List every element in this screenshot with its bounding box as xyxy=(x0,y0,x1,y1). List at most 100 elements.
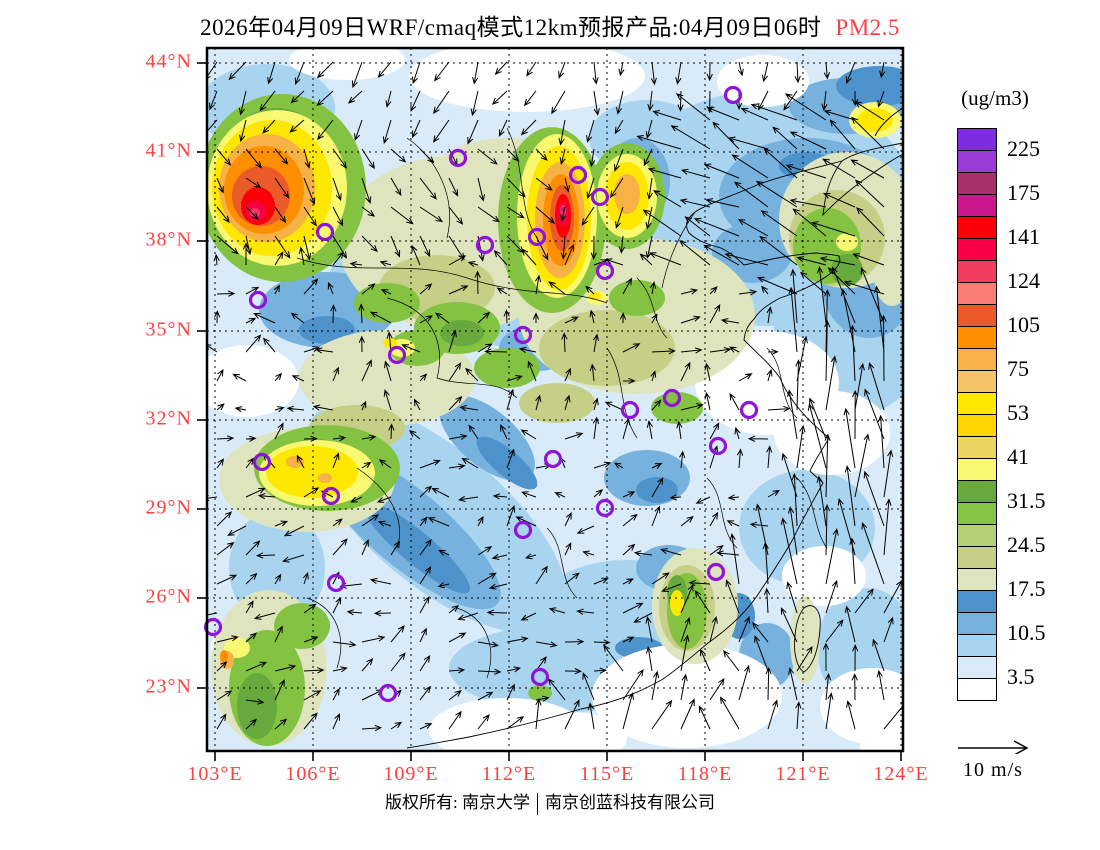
city-marker xyxy=(513,520,533,540)
lon-tick-label: 106°E xyxy=(285,763,341,785)
page-title: 2026年04月09日WRF/cmaq模式12km预报产品:04月09日06时 P… xyxy=(0,8,1100,42)
colorbar-cell xyxy=(957,348,997,371)
city-marker xyxy=(321,486,341,506)
city-marker xyxy=(530,667,550,687)
colorbar-cell xyxy=(957,194,997,217)
colorbar-cell xyxy=(957,524,997,547)
colorbar-cell xyxy=(957,458,997,481)
colorbar-unit-label: (ug/m3) xyxy=(961,86,1029,110)
colorbar-cell xyxy=(957,304,997,327)
colorbar-tick-label: 175 xyxy=(1007,179,1040,205)
city-marker xyxy=(595,498,615,518)
copyright-line: 版权所有: 南京大学 南京创蓝科技有限公司 xyxy=(0,788,1100,816)
wind-reference: 10 m/s xyxy=(938,736,1048,782)
wind-arrows xyxy=(207,61,903,732)
lon-tick-label: 115°E xyxy=(579,763,635,785)
city-marker xyxy=(706,562,726,582)
colorbar-cell xyxy=(957,480,997,503)
axis-ticks xyxy=(197,62,902,761)
city-marker xyxy=(378,683,398,703)
city-marker xyxy=(326,573,346,593)
colorbar-tick-label: 10.5 xyxy=(1007,619,1046,645)
city-marker xyxy=(527,227,547,247)
colorbar-tick-label: 105 xyxy=(1007,311,1040,337)
colorbar-cell xyxy=(957,546,997,569)
station-markers xyxy=(203,85,759,703)
city-marker xyxy=(203,617,223,637)
colorbar-cell xyxy=(957,678,997,701)
city-marker xyxy=(513,325,533,345)
colorbar-tick-label: 41 xyxy=(1007,443,1029,469)
colorbar-tick-label: 53 xyxy=(1007,399,1029,425)
city-marker xyxy=(475,235,495,255)
colorbar-cell xyxy=(957,502,997,525)
title-text: 2026年04月09日WRF/cmaq模式12km预报产品:04月09日06时 xyxy=(200,15,822,40)
colorbar-cell xyxy=(957,568,997,591)
lon-tick-label: 109°E xyxy=(383,763,439,785)
colorbar-cell xyxy=(957,172,997,195)
colorbar-tick-label: 75 xyxy=(1007,355,1029,381)
lat-tick-label: 38°N xyxy=(145,228,192,251)
copyright-right: 南京创蓝科技有限公司 xyxy=(544,793,715,812)
colorbar-cell xyxy=(957,150,997,173)
colorbar-tick-label: 17.5 xyxy=(1007,575,1046,601)
colorbar-cell xyxy=(957,370,997,393)
pollutant-label: PM2.5 xyxy=(835,15,900,40)
copyright-divider xyxy=(536,793,538,816)
lat-tick-label: 29°N xyxy=(145,496,192,519)
lat-tick-label: 23°N xyxy=(145,675,192,698)
colorbar-tick-label: 3.5 xyxy=(1007,663,1035,689)
coastline-borders xyxy=(296,107,903,749)
wind-reference-arrow-icon xyxy=(958,740,1029,756)
colorbar-cell xyxy=(957,414,997,437)
colorbar-tick-label: 24.5 xyxy=(1007,531,1046,557)
lon-tick-label: 112°E xyxy=(481,763,537,785)
city-marker xyxy=(739,400,759,420)
city-marker xyxy=(252,452,272,472)
lat-tick-label: 35°N xyxy=(145,318,192,341)
city-marker xyxy=(723,85,743,105)
colorbar-tick-label: 141 xyxy=(1007,223,1040,249)
colorbar-cell xyxy=(957,216,997,239)
city-marker xyxy=(620,400,640,420)
colorbar-cell xyxy=(957,238,997,261)
city-marker xyxy=(590,187,610,207)
city-marker xyxy=(448,148,468,168)
colorbar-tick-label: 124 xyxy=(1007,267,1040,293)
city-marker xyxy=(248,290,268,310)
city-marker xyxy=(662,388,682,408)
colorbar-cell xyxy=(957,326,997,349)
lon-tick-label: 103°E xyxy=(187,763,243,785)
city-marker xyxy=(708,436,728,456)
lon-tick-label: 124°E xyxy=(873,763,929,785)
colorbar-cell xyxy=(957,260,997,283)
colorbar-cell xyxy=(957,282,997,305)
lat-tick-label: 41°N xyxy=(145,139,192,162)
city-marker xyxy=(315,222,335,242)
map-frame xyxy=(205,46,905,753)
lat-tick-label: 44°N xyxy=(145,50,192,73)
colorbar-tick-label: 31.5 xyxy=(1007,487,1046,513)
colorbar-tick-label: 225 xyxy=(1007,135,1040,161)
city-marker xyxy=(543,449,563,469)
lat-tick-label: 26°N xyxy=(145,585,192,608)
colorbar-cell xyxy=(957,634,997,657)
colorbar-cell xyxy=(957,128,997,151)
map-canvas xyxy=(197,46,905,761)
lat-tick-label: 32°N xyxy=(145,407,192,430)
colorbar-cell xyxy=(957,590,997,613)
city-marker xyxy=(595,261,615,281)
colorbar-cell xyxy=(957,612,997,635)
lon-tick-label: 121°E xyxy=(775,763,831,785)
colorbar-cell xyxy=(957,656,997,679)
city-marker xyxy=(568,165,588,185)
city-marker xyxy=(387,345,407,365)
wind-reference-label: 10 m/s xyxy=(963,759,1023,781)
colorbar-cell xyxy=(957,436,997,459)
wind-vector-glyphs xyxy=(207,61,903,732)
lon-tick-label: 118°E xyxy=(677,763,733,785)
copyright-left: 版权所有: 南京大学 xyxy=(385,793,530,812)
colorbar-cell xyxy=(957,392,997,415)
colorbar: 225 175 141 124 105 75 53 41 31.5 24.5 17.5 10.5 3.5 xyxy=(957,128,1046,701)
